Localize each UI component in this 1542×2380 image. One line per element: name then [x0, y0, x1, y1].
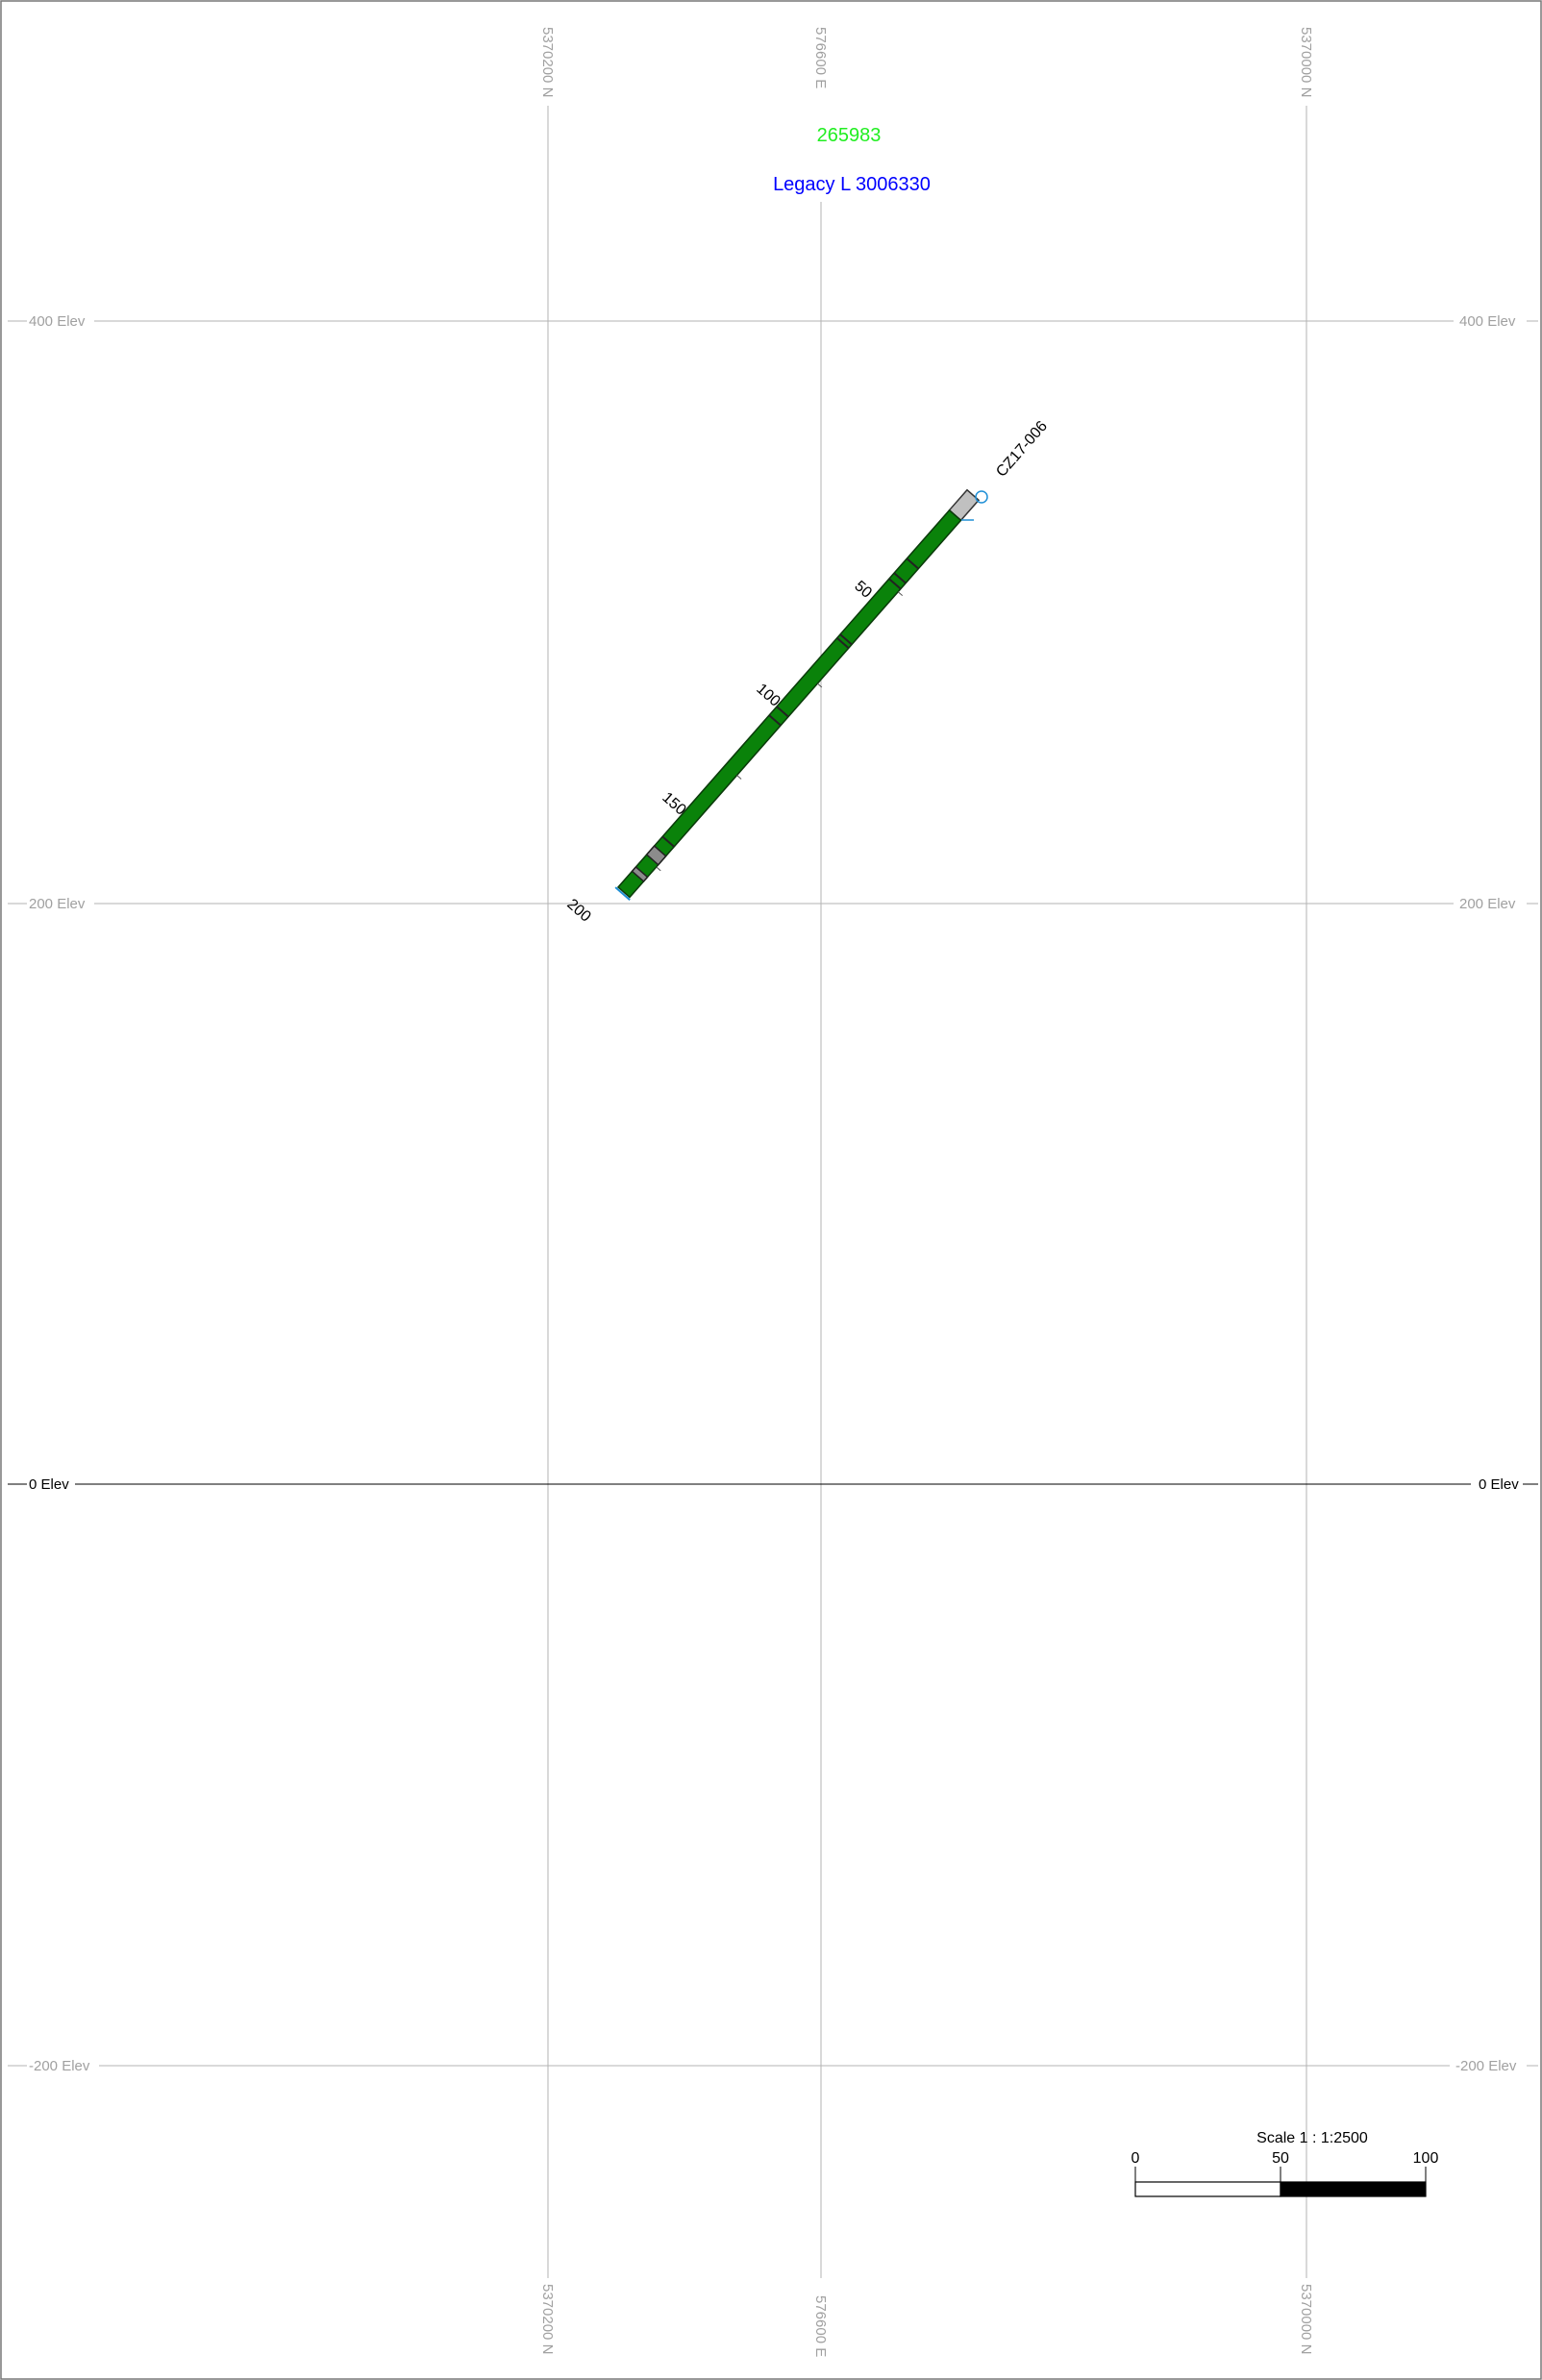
- elev-label-0-left: 0 Elev: [29, 1476, 69, 1493]
- vertical-grid-lines: [547, 106, 1307, 2278]
- coord-label-5370200n-top: 5370200 N: [539, 27, 556, 97]
- coord-label-5370000n-top: 5370000 N: [1298, 27, 1314, 97]
- depth-tick-150: [736, 775, 742, 780]
- elevation-labels: 400 Elev 400 Elev 200 Elev 200 Elev 0 El…: [29, 313, 1519, 2074]
- intercept-tick: [836, 636, 850, 650]
- grey-intercept: [645, 845, 667, 866]
- scale-bar: Scale 1 : 1:2500 0 50 100: [1132, 2130, 1439, 2197]
- elev-label-400-left: 400 Elev: [29, 313, 86, 330]
- elev-label-200-right: 200 Elev: [1459, 896, 1516, 912]
- scale-segment-white: [1134, 2181, 1281, 2197]
- intercept-tick: [906, 558, 919, 570]
- drillhole-trace: [614, 488, 981, 902]
- elev-label-400-right: 400 Elev: [1459, 313, 1516, 330]
- coord-label-5370200n-bottom: 5370200 N: [539, 2284, 556, 2354]
- intercept-tick: [661, 835, 675, 848]
- lithology-segment: [616, 508, 962, 899]
- depth-ticks: [656, 591, 904, 872]
- grey-intercept: [631, 865, 649, 883]
- intercept-tick: [776, 706, 789, 718]
- end-of-hole-marker: [614, 886, 631, 902]
- scale-segment-black: [1280, 2181, 1427, 2197]
- scale-title: Scale 1 : 1:2500: [1256, 2130, 1368, 2146]
- depth-tick-100: [817, 682, 823, 688]
- depth-tick-200: [656, 866, 661, 872]
- scale-tick-50: 50: [1272, 2150, 1289, 2167]
- elev-label-200-left: 200 Elev: [29, 896, 86, 912]
- collar-icon: [975, 490, 988, 504]
- elev-label-minus200-right: -200 Elev: [1455, 2058, 1517, 2074]
- elev-label-0-right: 0 Elev: [1479, 1476, 1519, 1493]
- coord-label-576600e-bottom: 576600 E: [812, 2295, 829, 2357]
- scale-tick-100: 100: [1413, 2150, 1439, 2167]
- depth-tick-50: [897, 591, 904, 597]
- scale-tick-0: 0: [1132, 2150, 1140, 2167]
- legacy-claim-label: Legacy L 3006330: [773, 174, 931, 195]
- intercept-tick: [768, 714, 782, 727]
- intercept-tick: [888, 578, 902, 590]
- claim-number-label: 265983: [817, 125, 882, 146]
- elev-label-minus200-left: -200 Elev: [29, 2058, 90, 2074]
- horizontal-grid-lines: [8, 320, 1538, 2067]
- intercept-ticks: [661, 558, 919, 848]
- intercept-tick: [893, 572, 907, 584]
- coord-label-576600e-top: 576600 E: [812, 27, 829, 88]
- coord-label-5370000n-bottom: 5370000 N: [1298, 2284, 1314, 2354]
- intercept-tick: [839, 633, 853, 646]
- coordinate-labels: 5370200 N 576600 E 5370000 N 5370200 N 5…: [539, 27, 1314, 2357]
